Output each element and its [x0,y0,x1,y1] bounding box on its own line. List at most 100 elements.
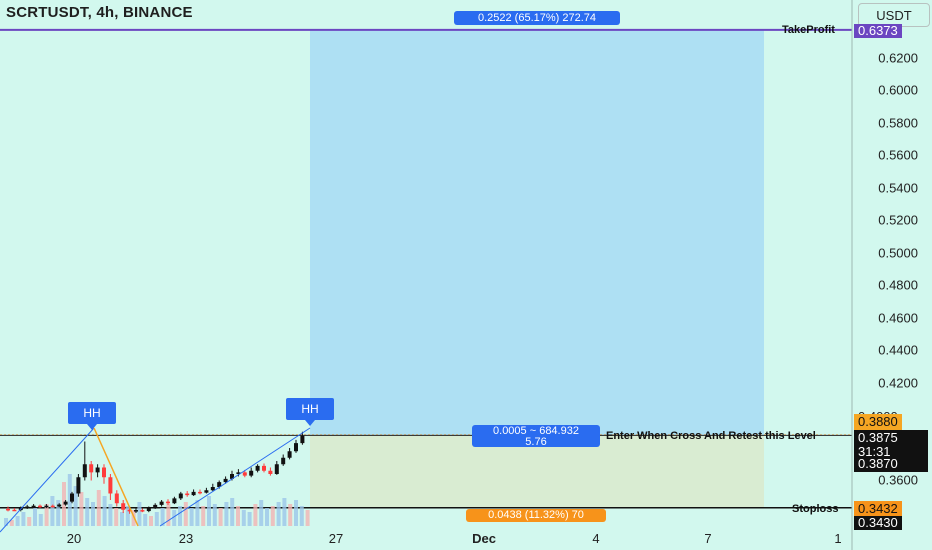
candle-body [25,506,30,508]
symbol-title[interactable]: SCRTUSDT, 4h, BINANCE [6,4,193,21]
volume-bar [207,496,211,526]
candle-body [217,482,222,487]
time-tick: 1 [834,531,842,546]
candle-body [63,501,68,505]
volume-bar [85,498,90,526]
volume-bar [224,502,229,526]
volume-bar [143,514,148,526]
low-price-tag: 0.3870 [854,456,928,472]
price-tick: 0.3600 [878,472,918,488]
volume-bar [44,504,49,526]
candle-body [44,505,49,508]
price-tick: 0.4600 [878,310,918,326]
candle-body [262,465,266,471]
volume-bar [21,512,26,526]
volume-bar [33,508,37,526]
price-tick: 0.5400 [878,180,918,196]
volume-bar [230,498,235,526]
volume-bar [91,502,95,526]
candle-body [230,474,234,479]
currency-button[interactable]: USDT [858,3,930,27]
candle-body [95,467,100,473]
candle-body [70,493,74,502]
price-tick: 0.4400 [878,342,918,358]
volume-bar [201,506,206,526]
hh-marker-right[interactable]: HH [286,398,334,426]
volume-bar [195,500,200,526]
volume-bar [4,518,8,526]
volume-bar [67,474,72,526]
volume-bar [96,490,101,526]
stoploss-label: Stoploss [792,503,839,515]
trend-line-up-right [159,427,311,527]
volume-bar [253,504,258,526]
candle-body [281,457,286,465]
candle-body [12,509,17,512]
candle-body [57,504,62,507]
time-tick: 27 [328,531,344,546]
price-tick: 0.4200 [878,375,918,391]
candle-body [146,508,151,512]
candle-body [153,504,158,509]
volume-bar [212,504,217,526]
candle-body [300,435,305,444]
volume-bar [160,508,165,526]
volume-bar [294,500,298,526]
volume-bar [282,498,287,526]
volume-bar [265,508,269,526]
price-tick: 0.4800 [878,277,918,293]
price-tick: 0.5000 [878,245,918,261]
volume-bar [154,512,159,526]
candle-body [242,472,247,476]
time-tick: Dec [472,531,496,546]
take-profit-label: TakeProfit [782,24,835,36]
candle-body [249,470,254,476]
entry-info-line2: 5.76 [525,436,547,448]
candle-body [172,498,177,504]
trend-line-down [93,427,139,527]
hh-marker-left[interactable]: HH [68,402,116,430]
current-price-tag: 0.3875 [854,430,928,446]
time-tick: 4 [592,531,600,546]
volume-bar [114,508,119,526]
volume-bar [125,506,130,526]
candle-body [178,493,183,499]
candle-body [255,465,260,471]
volume-bar [218,508,223,526]
candle-body [140,510,145,512]
candle-body [268,470,273,474]
volume-bar [9,520,14,526]
volume-bar [241,510,246,526]
volume-bar [50,496,55,526]
candle-body [185,493,190,496]
candle-body [82,464,87,478]
candle-body [236,472,241,474]
candle-body [89,464,94,473]
candle-body [102,467,106,478]
target-info-pill[interactable]: 0.2522 (65.17%) 272.74 [454,11,620,25]
volume-bar [102,496,107,526]
entry-info-pill[interactable]: 0.0005 ~ 684.932 5.76 [472,425,600,448]
candle-body [134,510,138,512]
stop-info-pill[interactable]: 0.0438 (11.32%) 70 [466,509,606,522]
volume-bar [166,504,171,526]
candle-body [159,501,164,505]
candle-body [121,503,126,510]
candle-body [287,451,292,458]
entry-price-tag: 0.3880 [854,414,902,430]
volume-bar [305,510,310,526]
candle-body [210,487,215,491]
volume-bar [276,502,281,526]
candle-body [76,477,81,494]
price-tick: 0.5800 [878,115,918,131]
time-tick: 7 [704,531,712,546]
candle-body [108,477,113,494]
volume-bar [108,504,113,526]
profit-zone [310,29,764,435]
trend-line-up-left [0,427,95,533]
volume-bar [178,506,182,526]
volume-bar [27,517,32,526]
volume-bar [299,506,304,526]
take-profit-price-tag: 0.6373 [854,24,902,38]
